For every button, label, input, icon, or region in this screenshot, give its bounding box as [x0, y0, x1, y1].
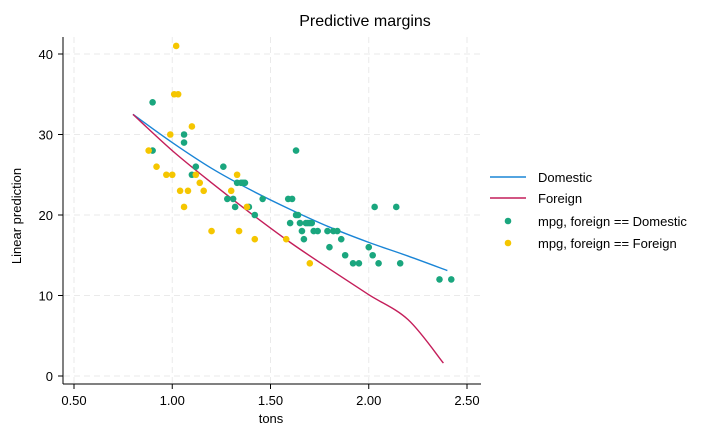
scatter-point [188, 123, 196, 130]
scatter-point [168, 171, 176, 179]
y-tick-label: 0 [46, 369, 53, 384]
scatter-point [192, 163, 200, 170]
scatter-point [180, 139, 188, 146]
legend-label: mpg, foreign == Domestic [538, 214, 687, 229]
scatter-point [341, 251, 349, 259]
scatter-point [308, 219, 316, 227]
scatter-point [396, 260, 404, 267]
scatter-point [334, 227, 341, 235]
scatter-point [163, 171, 170, 179]
scatter-point [176, 187, 184, 195]
scatter-point [294, 211, 302, 219]
scatter-point [235, 227, 243, 235]
scatter-point [174, 90, 182, 98]
scatter-point [229, 195, 237, 203]
scatter-point [180, 131, 188, 138]
scatter-point [192, 171, 200, 179]
y-axis-label: Linear prediction [9, 168, 24, 264]
scatter-point [296, 219, 304, 227]
scatter-point [300, 235, 308, 243]
scatter-point [200, 187, 207, 195]
scatter-point [223, 195, 231, 203]
plot-series [132, 42, 455, 364]
scatter-point [326, 243, 333, 251]
scatter-point [241, 179, 249, 187]
axes [58, 37, 481, 389]
scatter-point [251, 211, 259, 219]
y-tick-label: 20 [39, 208, 53, 223]
x-tick-label: 2.00 [356, 393, 381, 408]
scatter-point [145, 147, 152, 154]
legend-label: mpg, foreign == Foreign [538, 236, 677, 251]
chart-title: Predictive margins [299, 13, 431, 30]
scatter-point [375, 260, 382, 267]
scatter-point [220, 163, 227, 170]
scatter-point [369, 251, 376, 259]
scatter-point [243, 203, 251, 211]
scatter-point [180, 203, 188, 211]
legend: Domestic Foreign mpg, foreign == Domestic m… [490, 170, 687, 251]
scatter-point [259, 195, 266, 203]
scatter-point [292, 147, 300, 154]
scatter-point [282, 235, 290, 243]
scatter-point [172, 42, 180, 50]
scatter-point [149, 99, 156, 106]
x-tick-label: 1.00 [160, 393, 185, 408]
grid-lines [64, 37, 480, 383]
scatter-point [306, 260, 314, 267]
scatter-point [447, 276, 455, 283]
scatter-point [355, 260, 363, 267]
legend-swatch-dot [504, 239, 512, 247]
scatter-point [324, 227, 331, 235]
scatter-point [153, 163, 160, 170]
scatter-point [286, 219, 294, 227]
y-tick-label: 40 [39, 47, 53, 62]
legend-label: Domestic [538, 170, 593, 185]
y-tick-label: 10 [39, 289, 53, 304]
scatter-point [196, 179, 204, 187]
scatter-point [349, 260, 357, 267]
scatter-point [231, 203, 239, 211]
x-tick-label: 1.50 [258, 393, 283, 408]
scatter-point [337, 235, 345, 243]
x-tick-label: 0.50 [61, 393, 86, 408]
scatter-point [227, 187, 235, 195]
scatter-point [298, 227, 306, 235]
scatter-point [314, 227, 321, 235]
y-tick-label: 30 [39, 128, 53, 143]
scatter-point [233, 171, 241, 179]
series-line-foreign [132, 113, 444, 364]
scatter-point [251, 235, 259, 243]
legend-swatch-dot [504, 217, 512, 225]
scatter-point [208, 227, 215, 235]
legend-label: Foreign [538, 191, 582, 206]
x-tick-label: 2.50 [454, 393, 479, 408]
x-axis-label: tons [259, 411, 284, 426]
scatter-point [371, 203, 378, 211]
scatter-point [436, 276, 443, 283]
scatter-point [288, 195, 296, 203]
scatter-point [184, 187, 192, 195]
scatter-point [365, 243, 373, 251]
scatter-point [166, 131, 174, 138]
scatter-point [392, 203, 400, 211]
tick-labels: 0.50 1.00 1.50 2.00 2.50 0 10 20 30 40 [39, 47, 480, 408]
series-line-domestic [132, 113, 448, 272]
